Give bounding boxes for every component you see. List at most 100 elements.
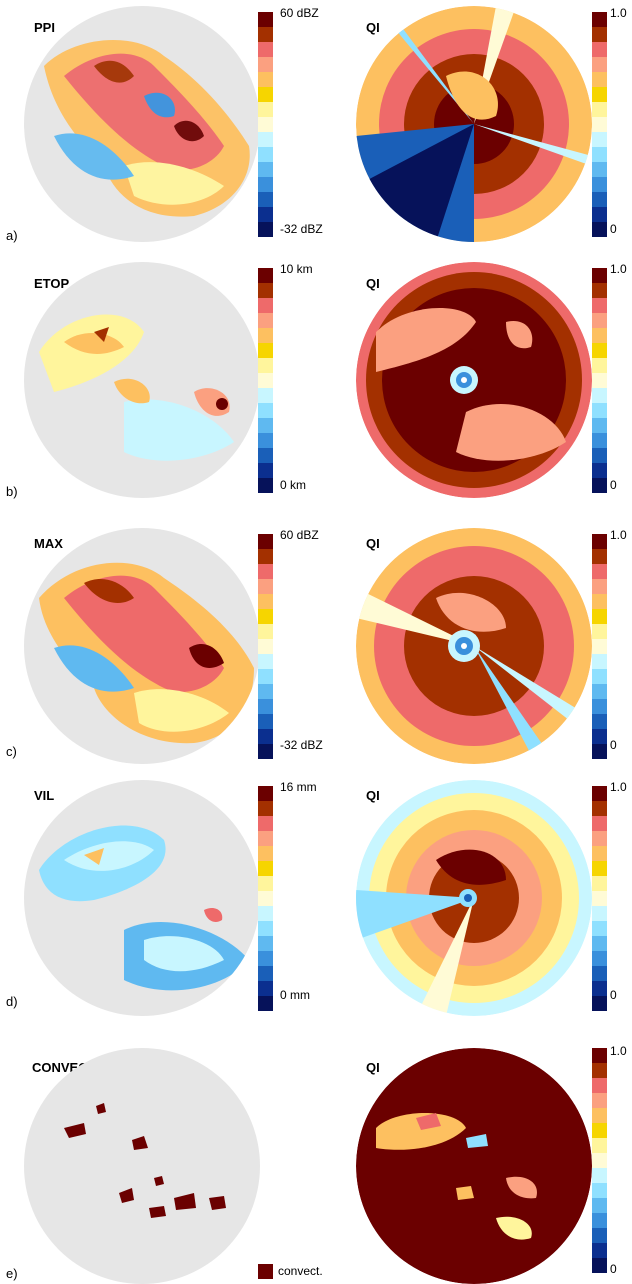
colorbar-swatch [258, 388, 273, 403]
qi-disk [356, 780, 592, 1016]
colorbar-swatch [258, 684, 273, 699]
colorbar-swatch [592, 981, 607, 996]
colorbar-swatch [258, 57, 273, 72]
colorbar-swatch [258, 343, 273, 358]
colorbar [258, 534, 273, 759]
colorbar-swatch [258, 463, 273, 478]
qi-colorbar-min-label: 0 [610, 222, 617, 236]
colorbar-swatch [592, 729, 607, 744]
colorbar-swatch [592, 132, 607, 147]
colorbar-swatch [258, 861, 273, 876]
colorbar-swatch [258, 132, 273, 147]
colorbar-swatch [592, 27, 607, 42]
qi-title: QI [366, 276, 380, 291]
colorbar-swatch [258, 283, 273, 298]
colorbar-swatch [258, 921, 273, 936]
colorbar-min-label: -32 dBZ [280, 222, 323, 236]
colorbar-swatch [258, 594, 273, 609]
panel-title: MAX [34, 536, 63, 551]
colorbar-swatch [592, 1168, 607, 1183]
qi-colorbar [592, 1048, 607, 1273]
colorbar-swatch [592, 1048, 607, 1063]
qi-colorbar-max-label: 1.0 [610, 1044, 627, 1058]
panel-letter: b) [6, 484, 18, 499]
qi-colorbar [592, 12, 607, 237]
qi-title: QI [366, 20, 380, 35]
colorbar-swatch [592, 921, 607, 936]
colorbar-swatch [592, 744, 607, 759]
colorbar-swatch [592, 624, 607, 639]
colorbar-swatch [258, 222, 273, 237]
colorbar-swatch [592, 433, 607, 448]
colorbar-swatch [592, 951, 607, 966]
qi-disk [356, 1048, 592, 1284]
radar-disk [24, 6, 260, 242]
colorbar-swatch [258, 654, 273, 669]
colorbar-swatch [258, 786, 273, 801]
colorbar-swatch [258, 358, 273, 373]
colorbar-swatch [592, 1258, 607, 1273]
colorbar-swatch [592, 714, 607, 729]
colorbar-swatch [592, 876, 607, 891]
colorbar-swatch [258, 373, 273, 388]
colorbar-swatch [592, 403, 607, 418]
colorbar-min-label: -32 dBZ [280, 738, 323, 752]
colorbar-max-label: 16 mm [280, 780, 317, 794]
colorbar-swatch [592, 846, 607, 861]
colorbar-swatch [258, 981, 273, 996]
colorbar-swatch [258, 699, 273, 714]
radar-disk [24, 262, 260, 498]
colorbar-swatch [258, 831, 273, 846]
colorbar-swatch [592, 1183, 607, 1198]
colorbar-swatch [592, 966, 607, 981]
colorbar-swatch [258, 966, 273, 981]
colorbar-swatch [592, 786, 607, 801]
qi-colorbar-max-label: 1.0 [610, 780, 627, 794]
colorbar-max-label: 10 km [280, 262, 313, 276]
colorbar-swatch [592, 1243, 607, 1258]
colorbar-swatch [258, 12, 273, 27]
colorbar-swatch [258, 448, 273, 463]
qi-colorbar-max-label: 1.0 [610, 262, 627, 276]
colorbar-swatch [258, 478, 273, 493]
colorbar [258, 786, 273, 1011]
row-a: PPI a) 60 dBZ -32 dBZ QI [0, 0, 632, 250]
qi-title: QI [366, 536, 380, 551]
colorbar-swatch [592, 654, 607, 669]
qi-colorbar-min-label: 0 [610, 988, 617, 1002]
qi-title: QI [366, 1060, 380, 1075]
colorbar-swatch [258, 534, 273, 549]
colorbar-swatch [592, 534, 607, 549]
colorbar-swatch [258, 207, 273, 222]
colorbar-swatch [592, 448, 607, 463]
colorbar-swatch [592, 418, 607, 433]
colorbar-swatch [592, 861, 607, 876]
colorbar-swatch [258, 87, 273, 102]
colorbar-swatch [592, 891, 607, 906]
panel-letter: c) [6, 744, 17, 759]
colorbar-swatch [258, 147, 273, 162]
colorbar-swatch [258, 951, 273, 966]
colorbar-swatch [592, 1108, 607, 1123]
colorbar-swatch [258, 714, 273, 729]
qi-colorbar [592, 534, 607, 759]
colorbar-swatch [592, 147, 607, 162]
row-b: ETOP b) 10 km 0 km QI 1.0 0 [0, 256, 632, 506]
colorbar-swatch [592, 1198, 607, 1213]
colorbar-swatch [258, 729, 273, 744]
colorbar-swatch [592, 1153, 607, 1168]
convection-legend-swatch [258, 1264, 273, 1279]
qi-title: QI [366, 788, 380, 803]
colorbar-min-label: 0 km [280, 478, 307, 492]
colorbar [258, 268, 273, 493]
colorbar-swatch [592, 579, 607, 594]
row-e: CONVECTION e) convect. QI 1.0 0 [0, 1030, 632, 1284]
panel-title: PPI [34, 20, 55, 35]
panel-title: ETOP [34, 276, 70, 291]
colorbar-swatch [258, 579, 273, 594]
colorbar-swatch [592, 298, 607, 313]
qi-colorbar-min-label: 0 [610, 738, 617, 752]
colorbar-swatch [592, 906, 607, 921]
colorbar-swatch [592, 313, 607, 328]
colorbar-swatch [592, 388, 607, 403]
